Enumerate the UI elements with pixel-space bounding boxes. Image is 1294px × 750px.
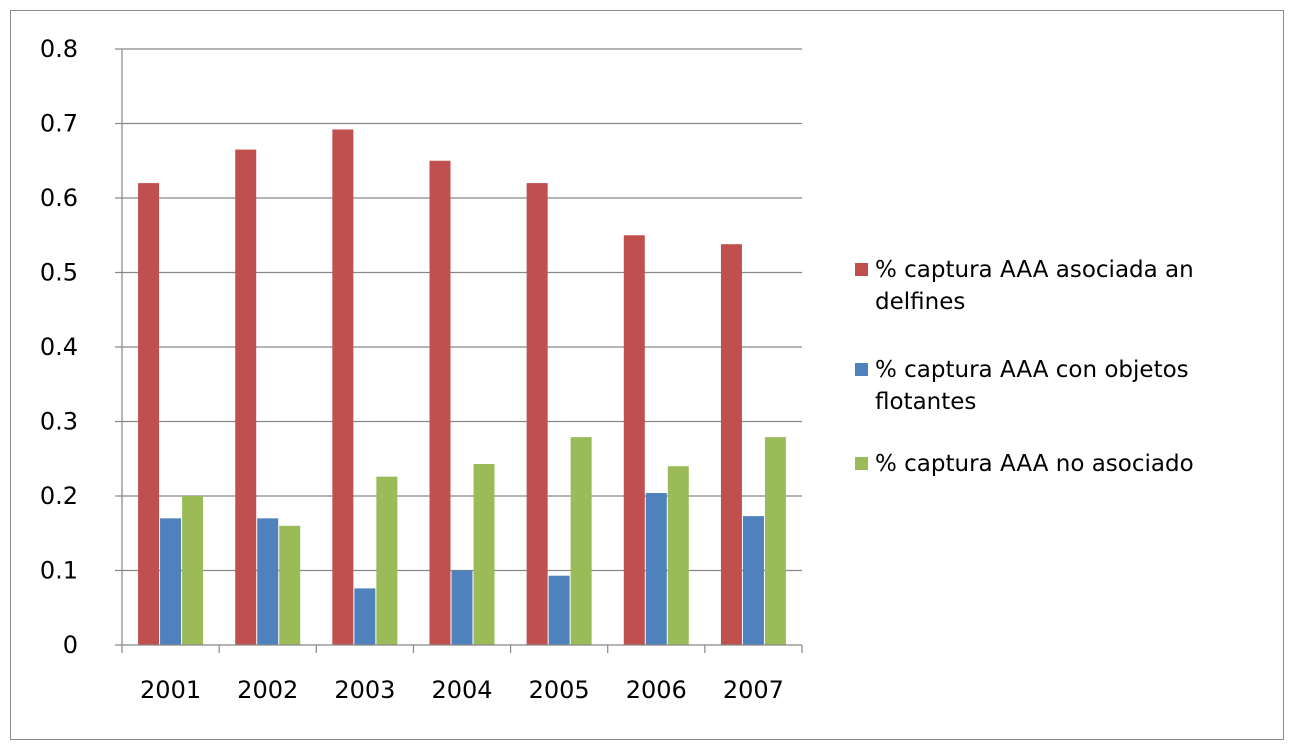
bar-2001-series-1 <box>138 183 160 645</box>
bar-2005-series-3 <box>570 437 592 645</box>
bar-2005-series-1 <box>526 183 548 645</box>
bar-2001-series-2 <box>160 518 182 645</box>
y-tick-label: 0 <box>63 631 78 659</box>
legend-label-1: % captura AAA asociada an delfines <box>875 257 1194 315</box>
legend-label-3: % captura AAA no asociado <box>875 451 1194 477</box>
axes <box>115 48 803 653</box>
y-tick-labels: 0 0.1 0.2 0.3 0.4 0.5 0.6 0.7 0.8 <box>40 35 78 659</box>
legend-swatch-3 <box>855 457 868 470</box>
y-tick-label: 0.7 <box>40 110 78 138</box>
bar-2003-series-1 <box>332 129 354 646</box>
y-tick-label: 0.3 <box>40 408 78 436</box>
y-tick-label: 0.4 <box>40 333 78 361</box>
bar-2004-series-1 <box>429 160 451 645</box>
bar-2002-series-1 <box>235 149 257 645</box>
bar-2005-series-2 <box>548 575 570 645</box>
x-tick-label: 2005 <box>529 676 590 704</box>
x-tick-label: 2004 <box>431 676 492 704</box>
y-tick-label: 0.1 <box>40 557 78 585</box>
bar-2003-series-3 <box>376 476 398 645</box>
bar-2006-series-2 <box>645 493 667 645</box>
y-tick-label: 0.8 <box>40 35 78 63</box>
x-tick-label: 2003 <box>334 676 395 704</box>
bar-2004-series-3 <box>473 463 495 645</box>
legend-label-2: % captura AAA con objetos flotantes <box>875 357 1189 415</box>
legend-swatch-1 <box>855 263 868 276</box>
bar-2007-series-1 <box>720 244 742 645</box>
bars <box>138 129 786 646</box>
y-tick-label: 0.2 <box>40 482 78 510</box>
gridlines <box>122 48 802 572</box>
bar-2002-series-3 <box>279 525 301 645</box>
x-tick-label: 2001 <box>140 676 201 704</box>
bar-2007-series-2 <box>742 516 764 645</box>
bar-2002-series-2 <box>257 518 279 645</box>
x-tick-label: 2006 <box>626 676 687 704</box>
bar-2003-series-2 <box>354 588 376 645</box>
legend: % captura AAA asociada an delfines % captu… <box>855 257 1194 477</box>
legend-swatch-2 <box>855 363 868 376</box>
bar-chart: 00.10.20.30.40.50.60.70.8 2001 2002 2003 20… <box>40 35 1194 704</box>
y-tick-label: 0.6 <box>40 184 78 212</box>
bar-2004-series-2 <box>451 570 473 645</box>
y-tick-label: 0.5 <box>40 259 78 287</box>
x-tick-label: 2002 <box>237 676 298 704</box>
x-tick-label: 2007 <box>723 676 784 704</box>
x-tick-labels: 2001 2002 2003 2004 2005 2006 2007 <box>140 676 784 704</box>
bar-2007-series-3 <box>764 437 786 645</box>
bar-2006-series-1 <box>623 235 645 645</box>
chart-frame: 0 0.1 0.2 0.3 0.4 0.5 0.6 0.7 0.8 2001 2002 2003 20… <box>10 10 1284 740</box>
bar-2001-series-3 <box>182 496 204 645</box>
bar-2006-series-3 <box>667 466 689 645</box>
